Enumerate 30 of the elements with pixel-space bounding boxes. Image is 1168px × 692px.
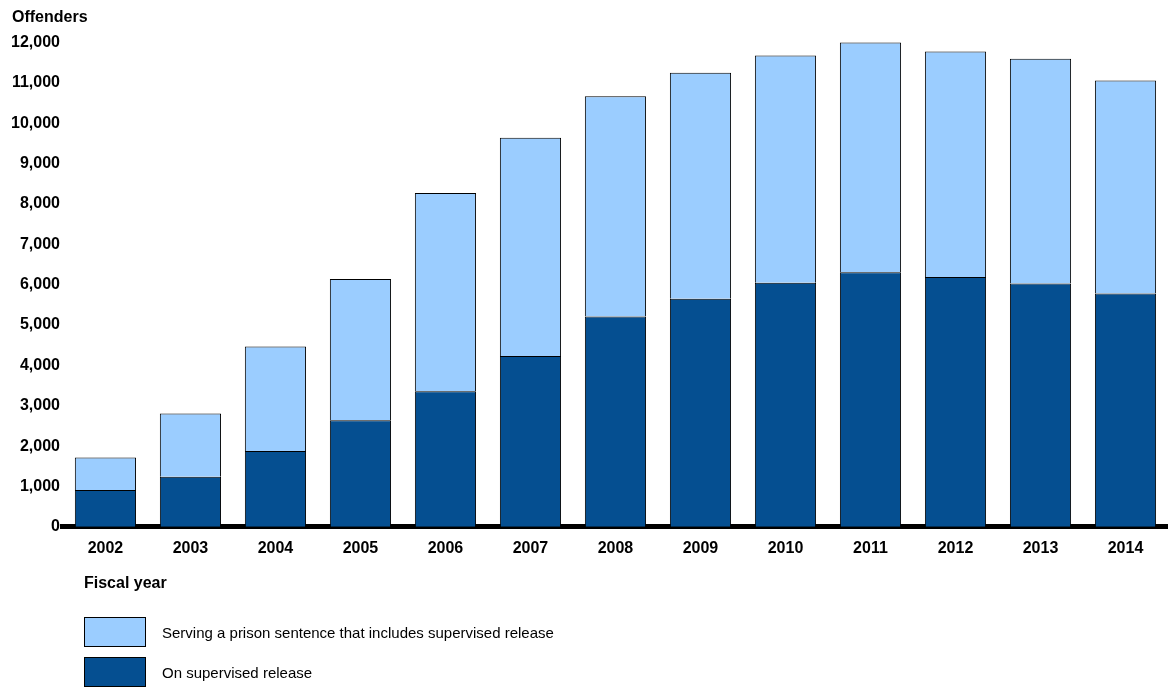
x-tick-label: 2007 [512,538,549,556]
x-tick-label: 2004 [257,538,294,556]
x-axis-title: Fiscal year [84,574,167,592]
x-tick-label: 2005 [342,538,379,556]
y-axis-title: Offenders [12,8,88,26]
x-tick-label: 2013 [1022,538,1059,556]
y-tick-label: 12,000 [11,33,61,51]
y-tick-label: 3,000 [19,396,61,414]
y-tick-label: 9,000 [19,154,61,172]
y-tick-label: 0 [51,517,61,535]
y-tick-label: 7,000 [19,234,61,252]
y-tick-label: 1,000 [19,476,61,494]
y-tick-label: 11,000 [11,73,61,91]
legend-label: On supervised release [162,663,313,681]
y-tick-label: 5,000 [19,315,61,333]
y-tick-label: 10,000 [11,113,61,131]
y-tick-label: 8,000 [19,194,61,212]
x-tick-label: 2006 [427,538,464,556]
y-tick-label: 6,000 [19,275,61,293]
legend-label: Serving a prison sentence that includes supervised release [162,623,554,641]
x-tick-label: 2010 [767,538,804,556]
x-tick-label: 2002 [87,538,124,556]
y-tick-label: 4,000 [19,355,61,373]
x-tick-label: 2008 [597,538,634,556]
x-tick-label: 2009 [682,538,719,556]
x-tick-label: 2011 [853,538,888,556]
x-tick-label: 2003 [172,538,209,556]
x-tick-label: 2012 [937,538,974,556]
x-tick-label: 2014 [1107,538,1144,556]
y-tick-label: 2,000 [19,436,61,454]
